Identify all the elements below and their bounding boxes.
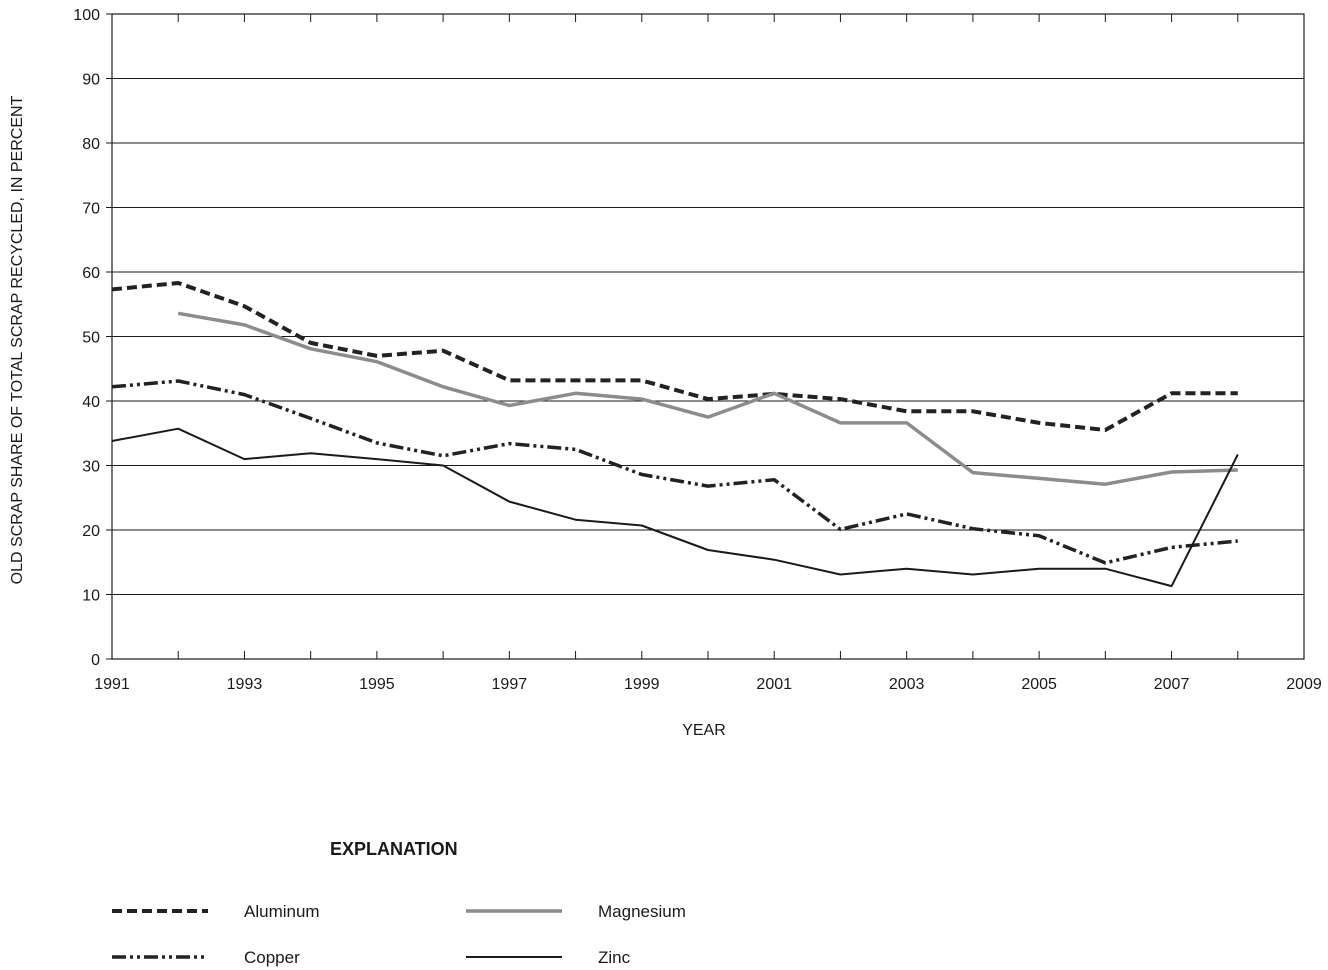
gridlines (112, 13, 1304, 595)
y-tick-label: 70 (82, 201, 100, 218)
y-tick-label: 50 (82, 330, 100, 347)
x-tick-label: 1991 (94, 676, 130, 693)
x-tick-label: 1997 (492, 676, 528, 693)
x-tick-label: 2003 (889, 676, 925, 693)
tick-labels: 0 10 20 30 40 50 60 70 80 90 100 1991 1993 1995 1997 19… (73, 7, 1322, 693)
series-line-zinc (111, 427, 1239, 588)
legend-label-aluminum: Aluminum (244, 902, 320, 921)
y-tick-label: 10 (82, 588, 100, 605)
x-tick-label: 1999 (624, 676, 660, 693)
series-line-aluminum (111, 281, 1238, 432)
y-tick-label: 90 (82, 72, 100, 89)
x-tick-label: 2009 (1286, 676, 1322, 693)
series-line-magnesium (177, 311, 1238, 486)
series-lines (111, 281, 1239, 588)
y-tick-label: 80 (82, 136, 100, 153)
legend-title: EXPLANATION (330, 839, 458, 859)
x-tick-label: 1993 (227, 676, 263, 693)
x-tick-label: 2007 (1154, 676, 1190, 693)
axes (106, 13, 1305, 660)
legend-label-zinc: Zinc (598, 948, 631, 967)
x-tick-label: 1995 (359, 676, 395, 693)
y-tick-label: 20 (82, 523, 100, 540)
y-tick-label: 40 (82, 394, 100, 411)
y-tick-label: 0 (91, 652, 100, 669)
y-tick-label: 60 (82, 265, 100, 282)
y-tick-label: 30 (82, 459, 100, 476)
x-axis-title: YEAR (682, 722, 726, 739)
x-tick-label: 2005 (1021, 676, 1057, 693)
legend: EXPLANATION Aluminum Magnesium Copper Zinc (112, 839, 686, 967)
legend-label-magnesium: Magnesium (598, 902, 686, 921)
legend-label-copper: Copper (244, 948, 300, 967)
series-line-copper (111, 379, 1238, 565)
x-tick-label: 2001 (756, 676, 792, 693)
y-tick-label: 100 (73, 7, 100, 24)
y-axis-title: OLD SCRAP SHARE OF TOTAL SCRAP RECYCLED,… (9, 95, 26, 584)
